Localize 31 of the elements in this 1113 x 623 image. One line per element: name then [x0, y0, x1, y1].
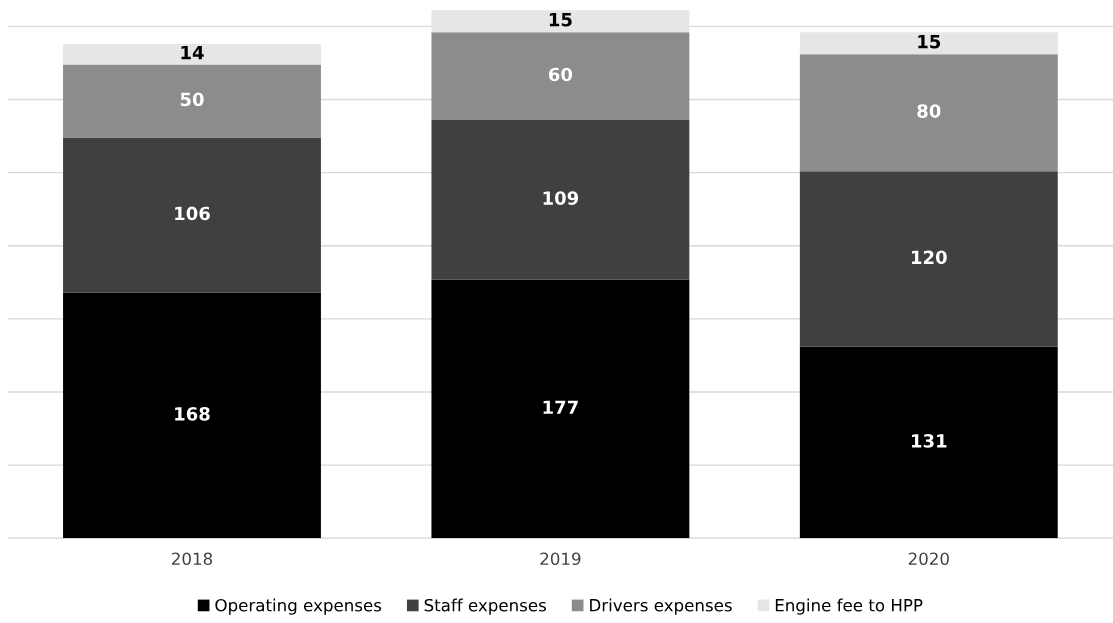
- data-label: 14: [181, 45, 204, 60]
- bar: [431, 119, 690, 280]
- bar: [431, 32, 690, 120]
- legend-label: Operating expenses: [215, 598, 382, 615]
- bar: [63, 43, 321, 65]
- data-label: 168: [175, 406, 210, 421]
- data-label: 109: [543, 191, 579, 205]
- x-tick-label: 2020: [908, 552, 949, 566]
- x-tick-label: 2019: [540, 552, 581, 566]
- bar: [63, 137, 321, 293]
- bar: [63, 292, 321, 539]
- bar: [431, 279, 690, 539]
- data-label: 80: [917, 104, 941, 118]
- data-label: 15: [918, 34, 941, 49]
- legend-label: Drivers expenses: [590, 598, 732, 615]
- legend-label: Engine fee to HPP: [775, 598, 923, 615]
- bar: [63, 64, 321, 138]
- legend-label: Staff expenses: [424, 598, 546, 615]
- data-label: 177: [543, 400, 578, 414]
- x-tick-label: 2018: [172, 552, 213, 566]
- bar: [799, 346, 1058, 539]
- data-label: 106: [175, 206, 210, 221]
- data-label: 131: [911, 434, 947, 448]
- bar: [799, 171, 1058, 347]
- data-label: 15: [549, 13, 572, 27]
- bar: [431, 10, 690, 33]
- data-label: 50: [180, 92, 204, 107]
- bar: [799, 32, 1058, 55]
- bar: [799, 54, 1058, 172]
- data-label: 60: [548, 67, 573, 82]
- data-label: 120: [911, 250, 947, 265]
